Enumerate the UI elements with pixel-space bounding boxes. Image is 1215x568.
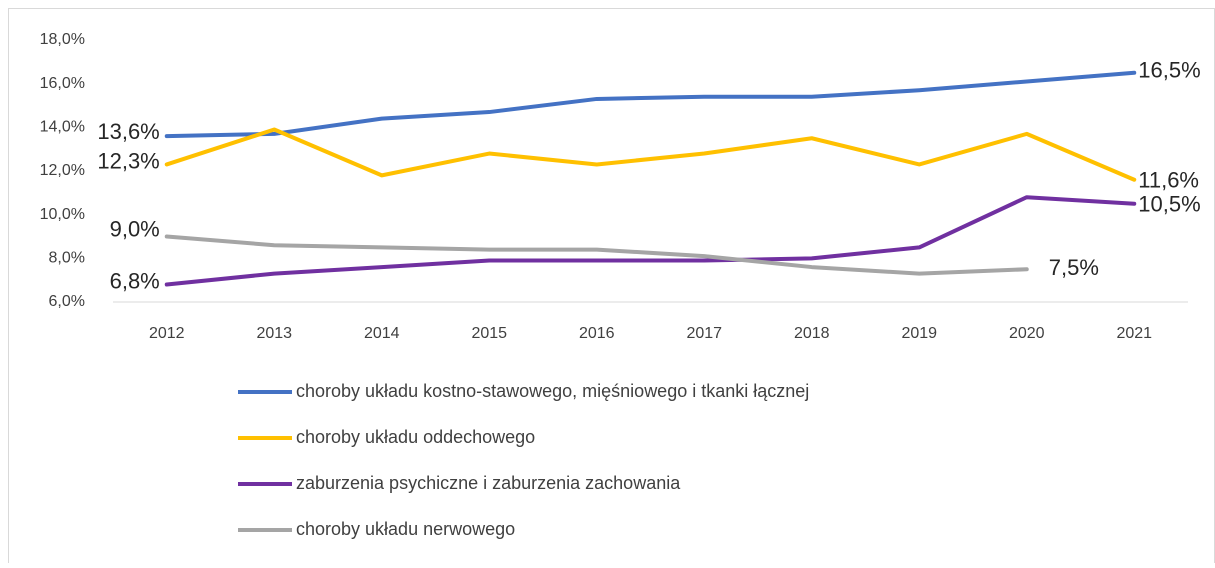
- y-tick-label: 8,0%: [49, 250, 85, 267]
- y-tick-label: 12,0%: [40, 162, 85, 179]
- data-label: 11,6%: [1138, 168, 1199, 193]
- x-tick-label: 2018: [794, 325, 830, 342]
- series-line: [164, 70, 1137, 139]
- y-tick-label: 10,0%: [40, 206, 85, 223]
- data-label: 6,8%: [110, 268, 160, 293]
- data-label: 7,5%: [1049, 255, 1099, 280]
- x-tick-label: 2016: [579, 325, 615, 342]
- y-tick-label: 6,0%: [49, 293, 85, 310]
- x-tick-label: 2021: [1116, 325, 1152, 342]
- legend-label: choroby układu oddechowego: [296, 427, 535, 447]
- y-tick-label: 16,0%: [40, 75, 85, 92]
- legend-label: choroby układu kostno-stawowego, mięśnio…: [296, 381, 809, 401]
- x-tick-label: 2015: [471, 325, 507, 342]
- series-line: [164, 127, 1137, 182]
- x-tick-label: 2012: [149, 325, 185, 342]
- series-line: [164, 234, 1029, 276]
- legend-label: choroby układu nerwowego: [296, 519, 515, 539]
- chart-frame: [8, 8, 1215, 568]
- x-tick-label: 2013: [256, 325, 292, 342]
- x-tick-label: 2017: [686, 325, 722, 342]
- x-tick-label: 2020: [1009, 325, 1045, 342]
- data-label: 13,6%: [97, 119, 159, 144]
- data-label: 12,3%: [97, 148, 159, 173]
- x-tick-label: 2019: [901, 325, 937, 342]
- legend-label: zaburzenia psychiczne i zaburzenia zacho…: [296, 473, 681, 493]
- data-label: 16,5%: [1138, 58, 1200, 83]
- data-label: 10,5%: [1138, 192, 1200, 217]
- series-line: [164, 195, 1137, 287]
- y-tick-label: 18,0%: [40, 31, 85, 48]
- data-label: 9,0%: [110, 216, 160, 241]
- x-tick-label: 2014: [364, 325, 400, 342]
- y-tick-label: 14,0%: [40, 119, 85, 136]
